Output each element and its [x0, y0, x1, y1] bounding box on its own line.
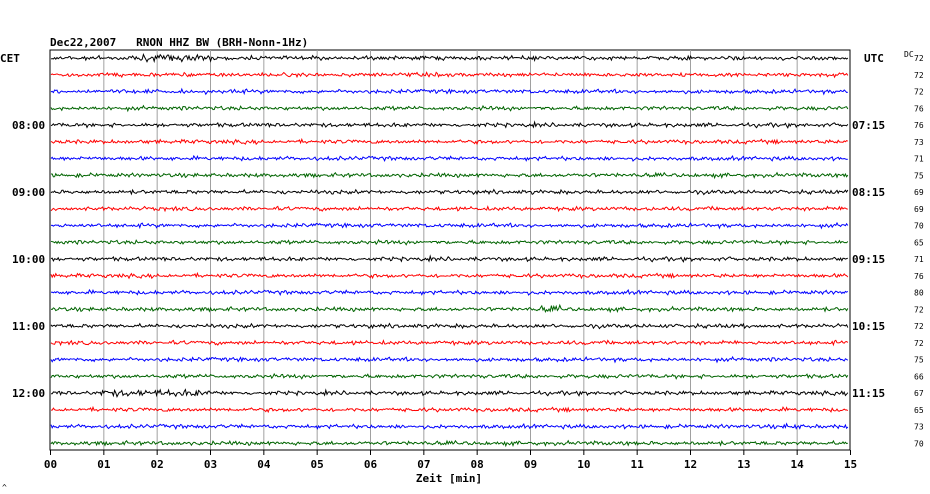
- dc-value: 71: [914, 155, 924, 164]
- x-tick-label: 12: [684, 458, 697, 471]
- dc-value: 72: [914, 305, 924, 314]
- left-timezone-label: CET: [0, 52, 20, 65]
- seismic-trace: [50, 303, 849, 314]
- seismic-trace: [50, 205, 848, 213]
- seismic-trace: [50, 137, 849, 146]
- dc-value: 67: [914, 389, 924, 398]
- x-tick-label: 10: [577, 458, 590, 471]
- dc-value: 76: [914, 121, 924, 130]
- seismic-trace: [50, 53, 849, 64]
- left-hour-label: 10:00: [12, 253, 45, 266]
- seismic-trace: [50, 439, 848, 448]
- dc-value: 75: [914, 171, 924, 180]
- dc-value: 73: [914, 423, 924, 432]
- x-axis: 00 01 02 03 04 05 06 07 08 09 10 11 12 13 14 15: [44, 449, 857, 471]
- seismic-trace: [50, 271, 849, 280]
- dc-value: 66: [914, 372, 924, 381]
- seismic-trace: [50, 188, 849, 196]
- dc-value: 65: [914, 238, 924, 247]
- dc-value: 69: [914, 205, 924, 214]
- right-hour-label: 09:15: [852, 253, 885, 266]
- grid-lines: [49, 49, 851, 451]
- x-tick-label: 00: [44, 458, 57, 471]
- dc-value: 72: [914, 339, 924, 348]
- seismic-trace: [50, 339, 849, 347]
- dc-values: 72 72 72 76 76 73 71 75 69 69 70 65 71 76 80 72 72 72 75 66…: [914, 54, 924, 448]
- seismic-trace: [50, 120, 849, 129]
- left-hour-label: 11:00: [12, 320, 45, 333]
- x-tick-label: 05: [311, 458, 324, 471]
- left-hour-label: 08:00: [12, 119, 45, 132]
- right-hour-label: 07:15: [852, 119, 885, 132]
- dc-value: 71: [914, 255, 924, 264]
- trace-group: [50, 53, 849, 448]
- x-tick-label: 13: [737, 458, 750, 471]
- dc-value: 70: [914, 439, 924, 448]
- dc-value: 69: [914, 188, 924, 197]
- seismic-trace: [50, 422, 849, 430]
- seismic-trace: [50, 254, 848, 263]
- seismic-trace: [51, 405, 849, 414]
- dc-value: 72: [914, 322, 924, 331]
- left-hour-labels: 08:00 09:00 10:00 11:00 12:00: [12, 119, 45, 400]
- x-tick-label: 03: [204, 458, 217, 471]
- right-hour-label: 10:15: [852, 320, 885, 333]
- x-tick-label: 14: [791, 458, 805, 471]
- seismic-trace: [50, 71, 849, 79]
- right-hour-label: 11:15: [852, 387, 885, 400]
- left-hour-label: 12:00: [12, 387, 45, 400]
- corner-mark: ^: [2, 483, 7, 492]
- dc-value: 73: [914, 138, 924, 147]
- seismic-trace: [50, 104, 849, 113]
- dc-value: 75: [914, 356, 924, 365]
- seismic-trace: [50, 388, 849, 398]
- seismic-trace: [50, 154, 848, 162]
- dc-value: 72: [914, 54, 924, 63]
- x-tick-label: 06: [364, 458, 378, 471]
- seismic-trace: [50, 238, 849, 246]
- seismic-trace: [50, 87, 848, 96]
- x-tick-label: 07: [417, 458, 430, 471]
- right-hour-labels: 07:15 08:15 09:15 10:15 11:15: [852, 119, 885, 400]
- dc-value: 65: [914, 406, 924, 415]
- dc-header-label: DC: [904, 50, 914, 59]
- plot-frame: [49, 49, 851, 451]
- x-axis-label: Zeit [min]: [416, 472, 482, 485]
- x-tick-label: 02: [151, 458, 164, 471]
- seismic-trace: [50, 355, 849, 364]
- dc-value: 72: [914, 71, 924, 80]
- x-tick-label: 15: [844, 458, 857, 471]
- seismic-trace: [50, 171, 849, 180]
- x-tick-label: 01: [97, 458, 111, 471]
- dc-value: 72: [914, 88, 924, 97]
- x-tick-label: 08: [471, 458, 484, 471]
- dc-value: 76: [914, 272, 924, 281]
- x-tick-label: 04: [257, 458, 271, 471]
- dc-value: 76: [914, 104, 924, 113]
- dc-value: 80: [914, 289, 924, 298]
- x-tick-label: 11: [631, 458, 645, 471]
- right-timezone-label: UTC: [864, 52, 884, 65]
- x-tick-label: 09: [524, 458, 537, 471]
- seismic-trace: [50, 221, 849, 230]
- seismic-trace: [50, 322, 849, 330]
- left-hour-label: 09:00: [12, 186, 45, 199]
- seismic-trace: [50, 372, 849, 380]
- dc-value: 70: [914, 222, 924, 231]
- chart-title: Dec22,2007 RNON HHZ BW (BRH-Nonn-1Hz): [50, 36, 308, 49]
- right-hour-label: 08:15: [852, 186, 885, 199]
- seismic-trace: [50, 288, 849, 296]
